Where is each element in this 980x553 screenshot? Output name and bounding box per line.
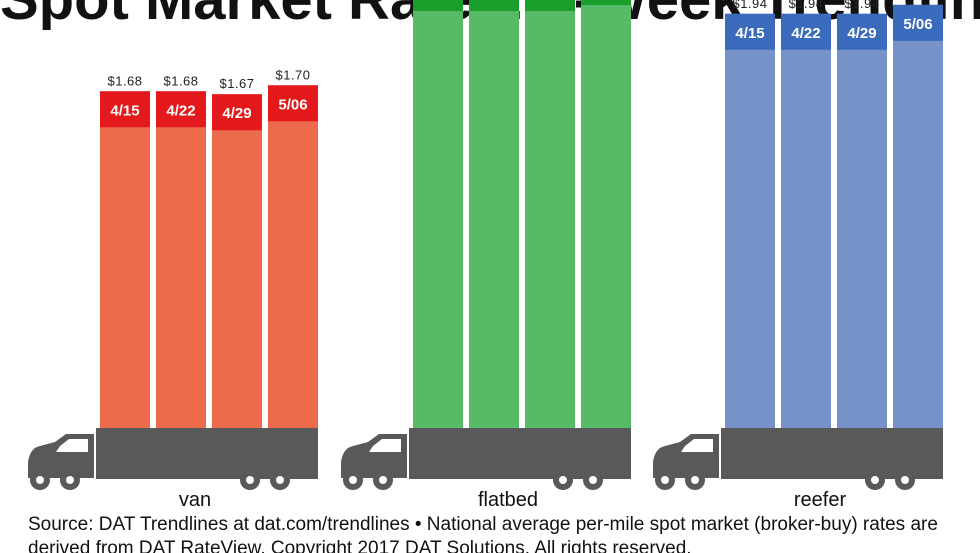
wheel-hub (349, 476, 357, 484)
bar-van-1 (156, 91, 206, 428)
wheel-hub (871, 476, 879, 484)
wheel-hub (559, 476, 567, 484)
truck-flatbed (341, 428, 631, 490)
source-line-2: derived from DAT RateView. Copyright 201… (28, 538, 692, 553)
bar-value-label: $1.70 (275, 67, 310, 82)
bar-date-label: 4/22 (791, 25, 820, 42)
truck-window (681, 439, 713, 452)
wheel-hub (661, 476, 669, 484)
bar-cap (156, 91, 206, 128)
bar-reefer-1 (781, 13, 831, 429)
bar-value-label: $1.94 (844, 0, 879, 11)
bar-van-0 (100, 91, 150, 428)
bar-cap (100, 91, 150, 128)
category-label-reefer: reefer (794, 489, 847, 510)
bar-van-2 (212, 94, 262, 429)
category-label-flatbed: flatbed (478, 489, 538, 510)
bar-cap (268, 85, 318, 122)
truck-van (28, 428, 318, 490)
source-line-1: Source: DAT Trendlines at dat.com/trendl… (28, 514, 938, 535)
bar-cap (212, 94, 262, 131)
bar-cap (781, 13, 831, 50)
wheel-hub (589, 476, 597, 484)
bar-reefer-2 (837, 13, 887, 429)
wheel-hub (276, 476, 284, 484)
bar-date-label: 4/22 (479, 0, 508, 3)
bar-van-3 (268, 85, 318, 429)
source-note: Source: DAT Trendlines at dat.com/trendl… (28, 513, 968, 553)
wheel-hub (36, 476, 44, 484)
bar-flatbed-0 (413, 0, 463, 428)
truck-window (56, 439, 88, 452)
category-label-van: van (179, 489, 211, 510)
bar-value-label: $1.68 (163, 73, 198, 88)
bar-cap (581, 0, 631, 6)
bar-date-label: 4/15 (735, 25, 764, 42)
wheel-hub (379, 476, 387, 484)
bar-date-label: 5/06 (278, 96, 307, 113)
wheel-hub (66, 476, 74, 484)
bar-reefer-0 (725, 13, 775, 429)
bar-cap (725, 13, 775, 50)
bar-date-label: 4/29 (222, 105, 251, 122)
truck-reefer (653, 428, 943, 490)
bar-date-label: 4/15 (110, 102, 139, 119)
wheel-hub (901, 476, 909, 484)
bar-cap (837, 13, 887, 50)
bar-cap (525, 0, 575, 12)
bar-value-label: $1.67 (219, 76, 254, 91)
chart: 4/15 $1.68 4/22 $1.68 4/29 $1.67 5/06 $1.70 van 4… (28, 0, 943, 510)
bar-date-label: 4/29 (535, 0, 564, 3)
bar-value-label: $1.94 (732, 0, 767, 11)
bar-date-label: 4/29 (847, 25, 876, 42)
bar-cap (893, 4, 943, 41)
bar-date-label: 4/22 (166, 102, 195, 119)
bar-date-label: 4/15 (423, 0, 452, 3)
wheel-hub (691, 476, 699, 484)
bar-value-label: $1.68 (107, 73, 142, 88)
wheel-hub (246, 476, 254, 484)
bar-flatbed-3 (581, 0, 631, 429)
bar-reefer-3 (893, 4, 943, 429)
bar-flatbed-1 (469, 0, 519, 428)
bar-value-label: $1.97 (900, 0, 935, 2)
bar-value-label: $1.94 (788, 0, 823, 11)
bar-cap (469, 0, 519, 12)
bar-cap (413, 0, 463, 12)
bar-date-label: 5/06 (903, 16, 932, 33)
bar-flatbed-2 (525, 0, 575, 428)
truck-window (369, 439, 401, 452)
